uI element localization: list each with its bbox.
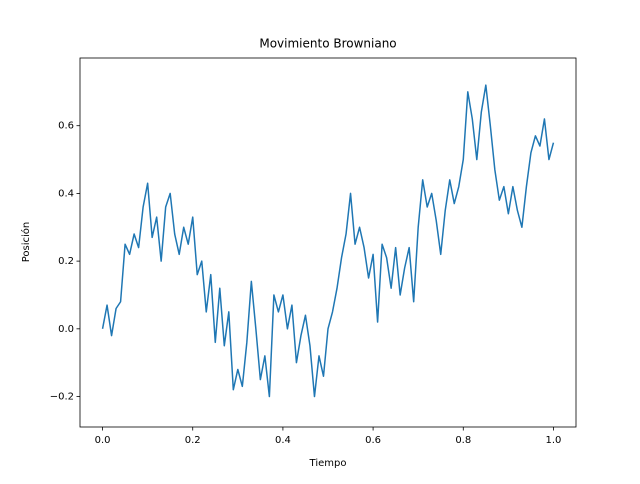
x-tick-label: 0.2	[185, 435, 201, 446]
x-tick-label: 0.8	[455, 435, 471, 446]
y-tick-label: 0.2	[58, 256, 74, 267]
y-tick-label: 0.6	[58, 121, 74, 132]
x-tick-label: 0.4	[275, 435, 291, 446]
y-tick-label: −0.2	[50, 392, 74, 403]
x-axis-label: Tiempo	[309, 458, 347, 469]
line	[101, 84, 555, 398]
y-tick-label: 0.4	[58, 188, 74, 199]
x-tick-label: 0.0	[95, 435, 111, 446]
chart-title: Movimiento Browniano	[259, 37, 396, 51]
y-axis-label: Posición	[20, 222, 32, 263]
x-tick-label: 1.0	[546, 435, 562, 446]
x-tick-label: 0.6	[365, 435, 381, 446]
y-tick-label: 0.0	[58, 324, 74, 335]
plot-frame	[79, 57, 577, 428]
